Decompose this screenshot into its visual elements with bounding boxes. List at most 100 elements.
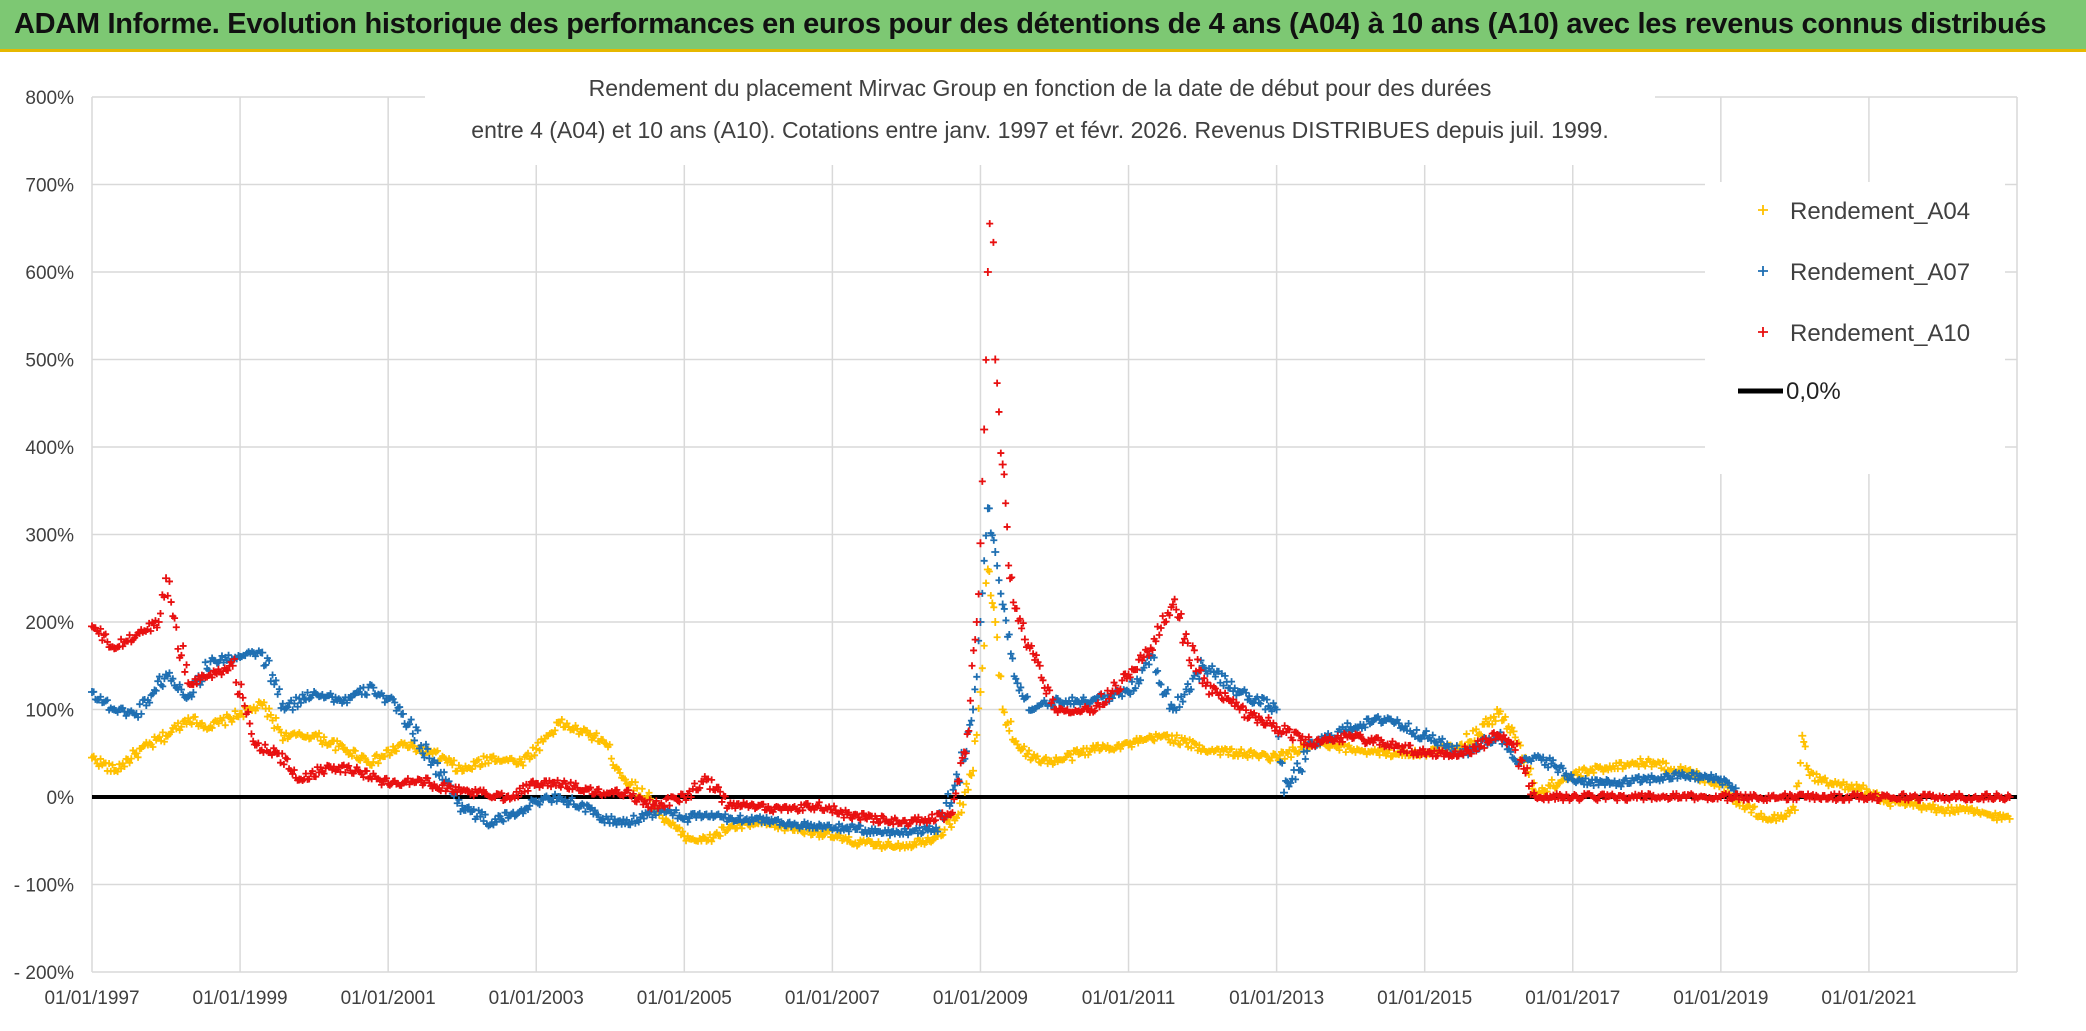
fill-point <box>975 704 983 712</box>
fill-point <box>1405 720 1413 728</box>
fill-point <box>759 800 767 808</box>
fill-point <box>1152 637 1160 645</box>
fill-point <box>1356 731 1364 739</box>
fill-point <box>912 841 920 849</box>
fill-point <box>356 756 364 764</box>
fill-point <box>224 666 232 674</box>
fill-point <box>1872 790 1879 798</box>
x-tick-label: 01/01/2013 <box>1229 988 1324 1009</box>
fill-point <box>993 562 1001 570</box>
fill-point <box>1009 654 1017 662</box>
fill-point <box>594 811 602 819</box>
legend-marker-Rendement_A10 <box>1758 327 1768 337</box>
fill-point <box>1140 664 1148 672</box>
fill-point <box>409 730 417 738</box>
fill-point <box>159 682 167 690</box>
data-point <box>1020 635 1029 644</box>
fill-point <box>1224 751 1232 759</box>
fill-point <box>1118 676 1126 684</box>
fill-point <box>534 779 542 787</box>
fill-point <box>966 697 974 705</box>
data-point <box>206 723 215 731</box>
data-point <box>976 688 985 696</box>
fill-point <box>971 685 979 693</box>
fill-point <box>417 742 425 749</box>
page-title: ADAM Informe. Evolution historique des p… <box>14 8 2047 40</box>
fill-point <box>616 817 624 825</box>
fill-point <box>593 729 601 737</box>
fill-point <box>1002 616 1010 624</box>
fill-point <box>1094 699 1102 707</box>
fill-point <box>524 787 532 795</box>
fill-point <box>879 813 887 821</box>
fill-point <box>647 795 655 803</box>
fill-point <box>949 786 957 794</box>
fill-point <box>906 820 914 828</box>
fill-point <box>265 704 273 712</box>
data-point <box>969 766 978 775</box>
fill-point <box>1438 735 1446 743</box>
fill-point <box>1751 803 1759 811</box>
x-tick-label: 01/01/2017 <box>1525 988 1620 1009</box>
fill-point <box>1422 727 1430 735</box>
data-point <box>1035 661 1044 670</box>
fill-point <box>1164 686 1172 694</box>
fill-point <box>1154 667 1162 675</box>
fill-point <box>149 743 157 751</box>
y-tick-label: 0% <box>47 788 75 809</box>
fill-point <box>1189 642 1197 650</box>
fill-point <box>682 796 690 804</box>
fill-point <box>1237 745 1245 753</box>
fill-point <box>1694 776 1702 784</box>
fill-point <box>616 769 624 777</box>
fill-point <box>1859 781 1867 789</box>
fill-point <box>288 770 296 778</box>
fill-point <box>1068 693 1076 701</box>
fill-point <box>718 798 726 806</box>
fill-point <box>769 808 777 816</box>
fill-point <box>736 812 744 820</box>
fill-point <box>410 736 418 744</box>
fill-point <box>1662 759 1670 767</box>
fill-point <box>987 592 995 600</box>
fill-point <box>1811 777 1819 785</box>
fill-point <box>1180 635 1188 643</box>
fill-point <box>1000 470 1008 478</box>
fill-point <box>476 813 484 821</box>
y-tick-label: - 200% <box>14 963 74 984</box>
data-point <box>1013 679 1022 688</box>
fill-point <box>1788 792 1796 800</box>
fill-point <box>455 783 463 791</box>
fill-point <box>1472 725 1480 733</box>
y-tick-label: 800% <box>25 88 74 109</box>
fill-point <box>236 690 244 698</box>
fill-point <box>941 826 949 834</box>
data-point <box>972 618 981 626</box>
fill-point <box>422 740 430 748</box>
fill-point <box>1173 731 1181 739</box>
fill-point <box>586 730 594 738</box>
fill-point <box>1005 727 1013 735</box>
fill-point <box>529 744 537 752</box>
fill-point <box>97 755 105 763</box>
fill-point <box>553 797 561 805</box>
fill-point <box>652 797 660 805</box>
fill-point <box>1145 661 1153 669</box>
fill-point <box>1163 731 1171 739</box>
fill-point <box>313 733 321 741</box>
fill-point <box>1116 745 1124 753</box>
x-tick-label: 01/01/2015 <box>1377 988 1472 1009</box>
fill-point <box>1005 561 1013 569</box>
fill-point <box>1523 764 1531 772</box>
fill-point <box>172 623 180 631</box>
fill-point <box>1250 709 1258 717</box>
fill-point <box>1054 708 1062 716</box>
fill-point <box>341 768 349 776</box>
fill-point <box>607 755 615 763</box>
fill-point <box>1137 676 1144 684</box>
data-point <box>976 539 985 548</box>
data-point <box>998 600 1007 609</box>
fill-point <box>269 671 277 679</box>
fill-point <box>536 746 544 754</box>
fill-point <box>531 751 539 759</box>
